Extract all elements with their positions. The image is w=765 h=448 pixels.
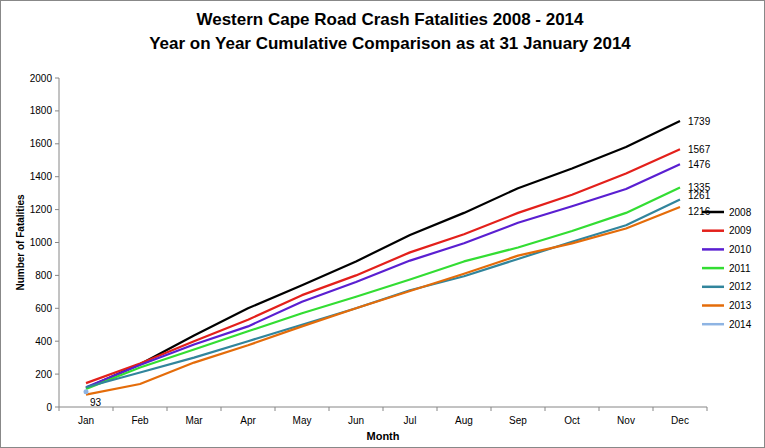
x-tick-label: Mar (185, 415, 203, 426)
legend-swatch (702, 286, 724, 289)
data-label: 1261 (688, 190, 711, 201)
y-tick (55, 374, 59, 375)
y-tick-label: 0 (46, 402, 52, 413)
legend-swatch (702, 229, 724, 232)
y-axis (59, 78, 60, 407)
legend-swatch (702, 248, 724, 251)
y-tick (55, 407, 59, 408)
x-tick (707, 407, 708, 411)
x-tick-label: Jun (348, 415, 364, 426)
y-tick-label: 200 (35, 369, 52, 380)
x-tick (221, 407, 222, 411)
y-tick-label: 400 (35, 336, 52, 347)
data-label: 1476 (688, 159, 711, 170)
y-tick (55, 176, 59, 177)
legend-swatch (702, 323, 724, 326)
legend-swatch (702, 267, 724, 270)
series-line (86, 121, 680, 388)
data-label: 1567 (688, 144, 711, 155)
legend-swatch (702, 304, 724, 307)
series-line (86, 207, 680, 395)
y-tick-label: 1400 (30, 171, 53, 182)
legend-label: 2013 (729, 300, 752, 311)
y-tick (55, 308, 59, 309)
x-axis-label: Month (367, 430, 400, 442)
x-tick (599, 407, 600, 411)
legend-label: 2012 (729, 281, 752, 292)
y-tick-label: 1000 (30, 237, 53, 248)
x-tick-label: Oct (564, 415, 580, 426)
legend-label: 2008 (729, 207, 752, 218)
x-tick (329, 407, 330, 411)
data-label: 1739 (688, 116, 711, 127)
x-tick-label: Nov (617, 415, 635, 426)
y-tick (55, 143, 59, 144)
x-tick (167, 407, 168, 411)
x-tick (437, 407, 438, 411)
x-tick (653, 407, 654, 411)
x-tick-label: Sep (509, 415, 527, 426)
data-label: 93 (90, 397, 102, 408)
x-tick-label: Feb (131, 415, 149, 426)
y-tick (55, 209, 59, 210)
x-tick-label: Aug (455, 415, 473, 426)
y-tick-label: 1800 (30, 105, 53, 116)
y-tick-label: 800 (35, 270, 52, 281)
series-line (86, 149, 680, 383)
subtitle: Year on Year Cumulative Comparison as at… (149, 34, 631, 53)
x-tick-label: Dec (671, 415, 689, 426)
x-tick (491, 407, 492, 411)
x-tick-label: May (293, 415, 312, 426)
series-point (84, 389, 89, 394)
series-line (86, 200, 680, 388)
y-tick (55, 242, 59, 243)
y-axis-label: Number of Fatalities (15, 194, 26, 291)
chart: Western Cape Road Crash Fatalities 2008 … (0, 0, 765, 448)
legend-label: 2010 (729, 244, 752, 255)
x-tick-label: Jul (404, 415, 417, 426)
y-tick (55, 341, 59, 342)
x-tick (275, 407, 276, 411)
legend-label: 2009 (729, 225, 752, 236)
x-tick (59, 407, 60, 411)
title: Western Cape Road Crash Fatalities 2008 … (196, 10, 584, 29)
y-tick-label: 600 (35, 303, 52, 314)
y-tick (55, 78, 59, 79)
y-tick-label: 2000 (30, 73, 53, 84)
x-tick (113, 407, 114, 411)
series-line (86, 187, 680, 389)
x-tick (545, 407, 546, 411)
x-tick (383, 407, 384, 411)
legend-label: 2014 (729, 319, 752, 330)
x-tick-label: Apr (240, 415, 256, 426)
y-tick (55, 110, 59, 111)
y-tick (55, 275, 59, 276)
x-tick-label: Jan (78, 415, 94, 426)
legend-label: 2011 (729, 263, 751, 274)
y-tick-label: 1200 (30, 204, 53, 215)
plot-area (84, 121, 681, 395)
frame (1, 1, 765, 448)
series-line (86, 164, 680, 387)
legend-swatch (702, 211, 724, 214)
y-tick-label: 1600 (30, 138, 53, 149)
